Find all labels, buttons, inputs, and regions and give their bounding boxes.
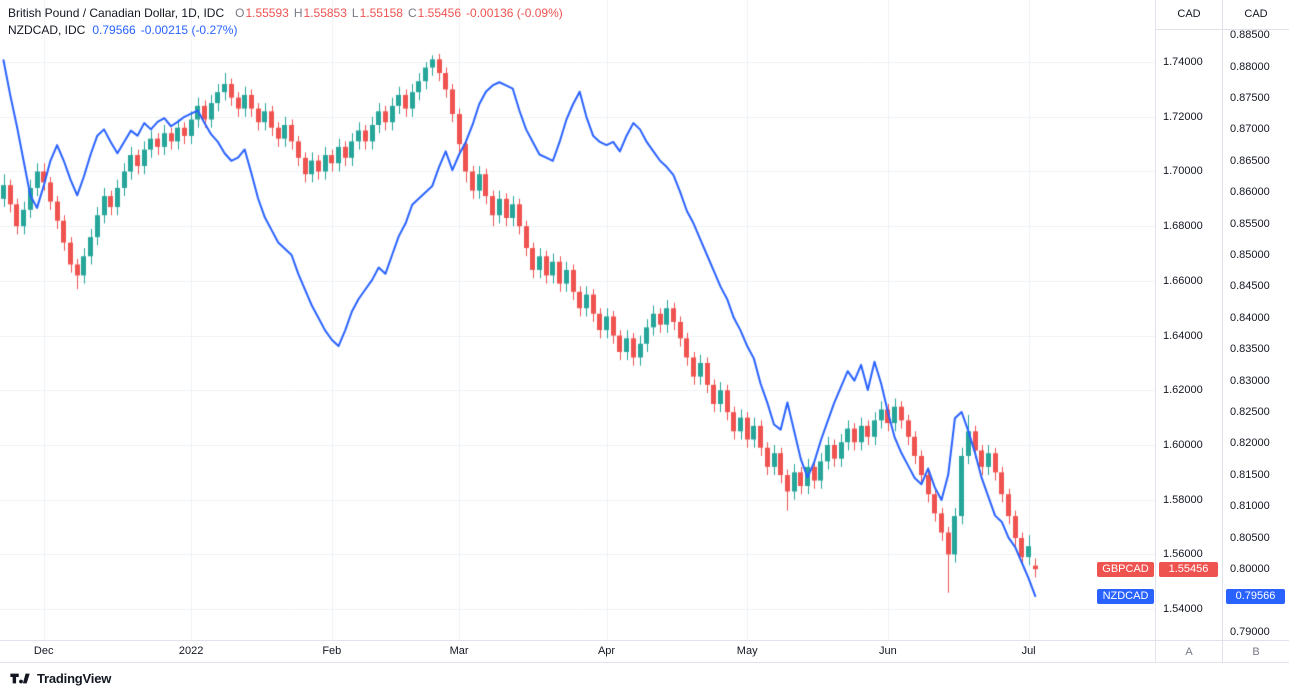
price-tick-label: 0.88500 bbox=[1230, 29, 1270, 42]
price-tick-label: 0.85500 bbox=[1230, 217, 1270, 230]
price-tick-label: 0.83000 bbox=[1230, 374, 1270, 387]
tradingview-logo-icon bbox=[10, 673, 30, 684]
gbpcad-price-label: GBPCAD bbox=[1097, 562, 1154, 577]
price-tick-label: 0.86000 bbox=[1230, 186, 1270, 199]
price-tick-label: 0.87000 bbox=[1230, 123, 1270, 136]
time-axis-label: Jun bbox=[879, 645, 897, 657]
legend: British Pound / Canadian Dollar, 1D, IDC… bbox=[8, 5, 563, 39]
price-tick-label: 0.81500 bbox=[1230, 468, 1270, 481]
price-tick-label: 0.81000 bbox=[1230, 500, 1270, 513]
price-tick-label: 0.86500 bbox=[1230, 154, 1270, 167]
time-axis-label: Jul bbox=[1021, 645, 1036, 657]
tradingview-logo-text: TradingView bbox=[37, 671, 112, 686]
ohlc-low-value: 1.55158 bbox=[359, 6, 403, 20]
price-tick-label: 0.84500 bbox=[1230, 280, 1270, 293]
ohlc-open-label: O bbox=[235, 6, 245, 20]
bottom-toolbar: TradingView bbox=[0, 662, 1289, 694]
price-tick-label: 0.88000 bbox=[1230, 60, 1270, 73]
scale-a-toggle[interactable]: A bbox=[1155, 641, 1222, 663]
time-axis-label: Feb bbox=[322, 645, 342, 657]
ohlc-high-label: H bbox=[293, 6, 303, 20]
nzdcad-value: 0.79566 bbox=[92, 23, 136, 37]
price-tick-label: 0.80500 bbox=[1230, 531, 1270, 544]
nzdcad-last-price-badge: 0.79566 bbox=[1226, 589, 1285, 604]
chart-canvas[interactable] bbox=[0, 0, 1155, 640]
price-tick-label: 1.74000 bbox=[1163, 56, 1203, 69]
time-axis-label: Apr bbox=[597, 645, 616, 657]
price-tick-label: 1.70000 bbox=[1163, 165, 1203, 178]
price-tick-label: 0.80000 bbox=[1230, 563, 1270, 576]
price-scale-b-currency[interactable]: CAD bbox=[1223, 0, 1289, 30]
price-scale-a[interactable]: CAD 1.55456 1.74000 1.72000 1.70000 1.68000… bbox=[1155, 0, 1222, 640]
price-tick-label: 0.85000 bbox=[1230, 248, 1270, 261]
symbol-title-gbpcad[interactable]: British Pound / Canadian Dollar, 1D, IDC bbox=[8, 6, 225, 20]
time-axis-label: 2022 bbox=[178, 645, 204, 657]
tradingview-logo[interactable]: TradingView bbox=[10, 671, 111, 686]
price-tick-label: 0.79000 bbox=[1230, 625, 1270, 638]
gbpcad-change: -0.00136 (-0.09%) bbox=[466, 6, 563, 20]
price-tick-label: 0.84000 bbox=[1230, 311, 1270, 324]
ohlc-close-value: 1.55456 bbox=[417, 6, 462, 20]
price-tick-label: 1.62000 bbox=[1163, 384, 1203, 397]
price-tick-label: 0.87500 bbox=[1230, 91, 1270, 104]
symbol-title-nzdcad[interactable]: NZDCAD, IDC bbox=[8, 23, 86, 37]
price-tick-label: 0.82000 bbox=[1230, 437, 1270, 450]
scale-b-toggle[interactable]: B bbox=[1222, 641, 1289, 663]
time-axis-label: May bbox=[736, 645, 758, 657]
price-tick-label: 1.56000 bbox=[1163, 548, 1203, 561]
ohlc-open-value: 1.55593 bbox=[245, 6, 289, 20]
price-scale-b[interactable]: CAD 0.79566 0.88500 0.88000 0.87500 0.87000… bbox=[1222, 0, 1289, 640]
nzdcad-price-label: NZDCAD bbox=[1097, 589, 1154, 604]
price-tick-label: 1.72000 bbox=[1163, 110, 1203, 123]
time-axis-label: Dec bbox=[33, 645, 54, 657]
ohlc-low-label: L bbox=[351, 6, 359, 20]
chart-pane[interactable]: British Pound / Canadian Dollar, 1D, IDC… bbox=[0, 0, 1155, 640]
price-tick-label: 1.60000 bbox=[1163, 438, 1203, 451]
price-tick-label: 1.66000 bbox=[1163, 274, 1203, 287]
nzdcad-change: -0.00215 (-0.27%) bbox=[140, 23, 238, 37]
price-tick-label: 0.83500 bbox=[1230, 343, 1270, 356]
time-axis[interactable]: A B Dec 2022 Feb Mar Apr May Jun Jul bbox=[0, 640, 1289, 663]
price-tick-label: 1.58000 bbox=[1163, 493, 1203, 506]
legend-row-nzdcad: NZDCAD, IDC 0.79566 -0.00215 (-0.27%) bbox=[8, 22, 563, 39]
price-tick-label: 1.68000 bbox=[1163, 220, 1203, 233]
ohlc-high-value: 1.55853 bbox=[303, 6, 347, 20]
price-tick-label: 1.54000 bbox=[1163, 603, 1203, 616]
price-tick-label: 0.82500 bbox=[1230, 406, 1270, 418]
price-tick-label: 1.64000 bbox=[1163, 329, 1203, 342]
gbpcad-last-price-badge: 1.55456 bbox=[1159, 562, 1218, 577]
ohlc-close-label: C bbox=[407, 6, 417, 20]
legend-row-gbpcad: British Pound / Canadian Dollar, 1D, IDC… bbox=[8, 5, 563, 22]
time-axis-label: Mar bbox=[449, 645, 469, 657]
price-scale-a-currency[interactable]: CAD bbox=[1156, 0, 1222, 30]
